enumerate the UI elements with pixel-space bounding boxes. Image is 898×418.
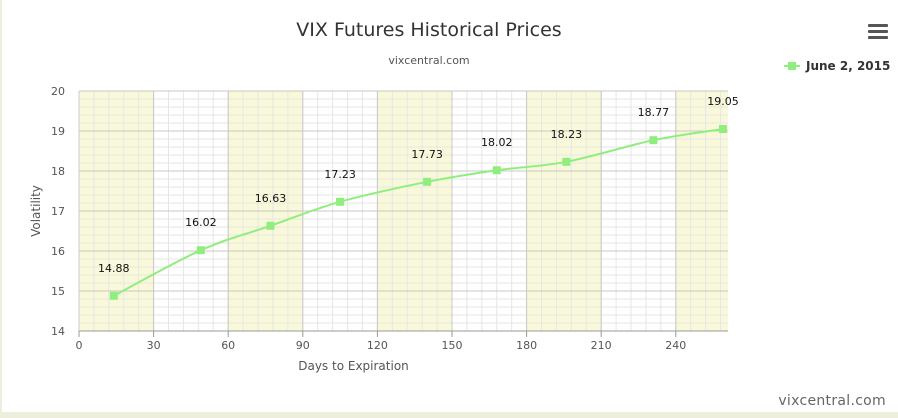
data-point-marker xyxy=(562,157,571,166)
data-point-marker xyxy=(336,197,345,206)
x-tick-label: 180 xyxy=(516,339,537,352)
y-tick-label: 19 xyxy=(51,125,65,138)
x-tick-label: 0 xyxy=(76,339,83,352)
legend-marker xyxy=(788,62,796,70)
x-tick-label: 150 xyxy=(441,339,462,352)
x-tick-label: 60 xyxy=(221,339,235,352)
y-tick-label: 17 xyxy=(51,205,65,218)
chart-menu-icon[interactable] xyxy=(868,24,888,42)
data-label: 18.02 xyxy=(481,136,513,149)
data-point-marker xyxy=(196,246,205,255)
y-tick-label: 20 xyxy=(51,85,65,98)
legend-label: June 2, 2015 xyxy=(805,59,890,73)
data-label: 14.88 xyxy=(98,262,130,275)
watermark-credit: vixcentral.com xyxy=(778,393,886,409)
data-point-marker xyxy=(649,136,658,145)
data-label: 19.05 xyxy=(707,95,739,108)
x-tick-label: 90 xyxy=(296,339,310,352)
data-label: 18.77 xyxy=(638,106,670,119)
data-label: 16.63 xyxy=(255,192,287,205)
data-point-marker xyxy=(266,221,275,230)
chart-title: VIX Futures Historical Prices xyxy=(296,19,561,41)
y-tick-label: 15 xyxy=(51,285,65,298)
x-tick-label: 30 xyxy=(147,339,161,352)
x-tick-label: 210 xyxy=(591,339,612,352)
y-tick-label: 14 xyxy=(51,325,65,338)
data-label: 17.23 xyxy=(324,168,356,181)
data-label: 16.02 xyxy=(185,216,217,229)
y-tick-label: 18 xyxy=(51,165,65,178)
y-tick-label: 16 xyxy=(51,245,65,258)
chart-subtitle: vixcentral.com xyxy=(388,54,469,67)
y-axis-title: Volatility xyxy=(29,185,43,237)
data-label: 17.73 xyxy=(411,148,443,161)
x-tick-label: 120 xyxy=(367,339,388,352)
data-point-marker xyxy=(109,291,118,300)
data-point-marker xyxy=(719,125,728,133)
data-point-marker xyxy=(492,166,501,175)
data-point-marker xyxy=(423,177,432,186)
x-tick-label: 240 xyxy=(665,339,686,352)
data-label: 18.23 xyxy=(551,128,583,141)
x-axis-title: Days to Expiration xyxy=(298,359,409,373)
